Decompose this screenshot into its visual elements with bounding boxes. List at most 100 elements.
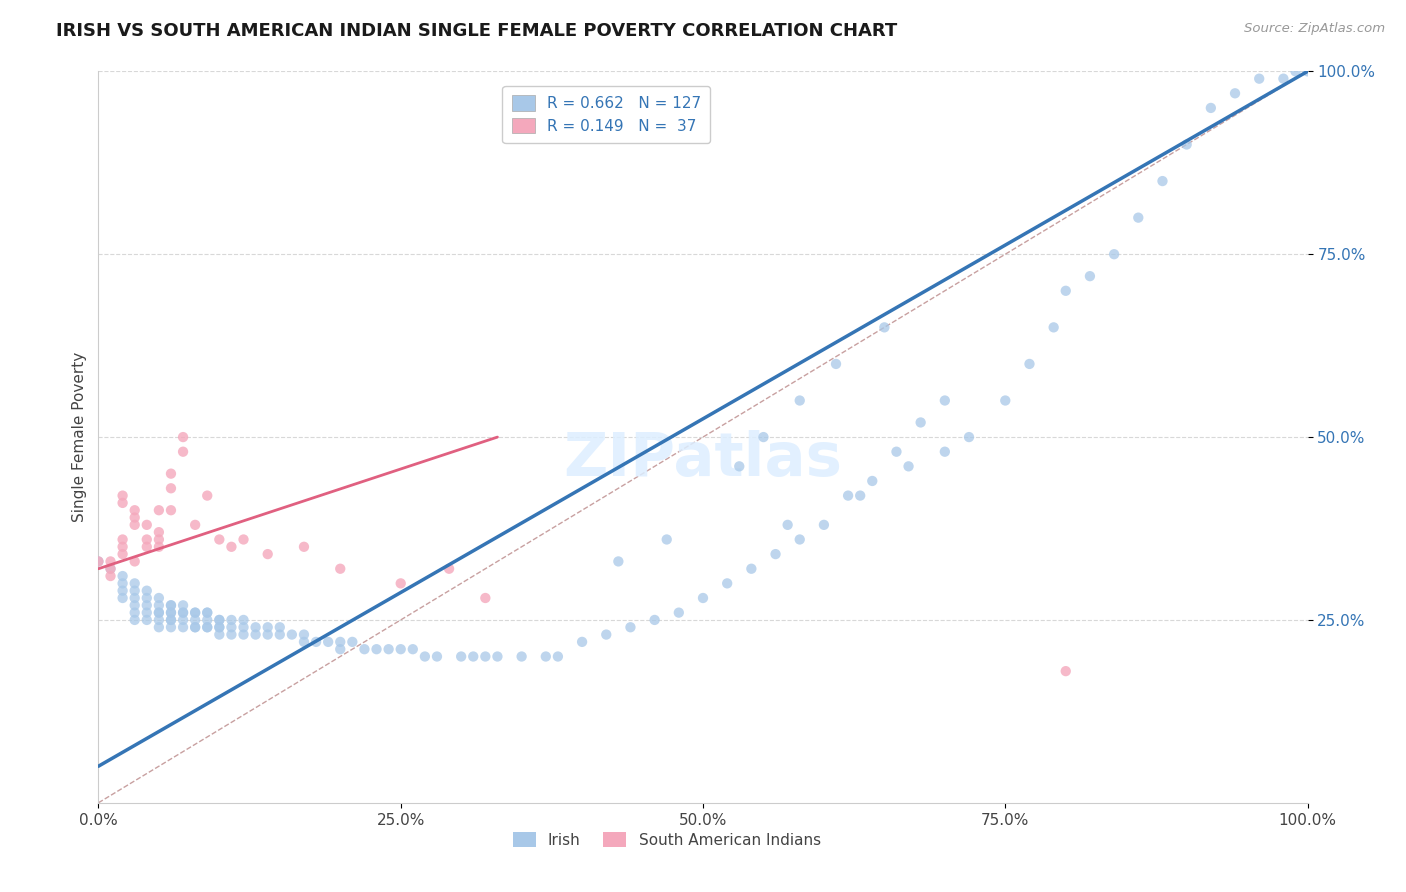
Point <box>910 416 932 430</box>
Point <box>148 620 170 634</box>
Point <box>740 562 762 576</box>
Point <box>728 459 751 474</box>
Point <box>329 642 352 657</box>
Point <box>184 606 207 620</box>
Point <box>1199 101 1222 115</box>
Point <box>111 547 134 561</box>
Point <box>160 467 183 481</box>
Point <box>1102 247 1125 261</box>
Point <box>547 649 569 664</box>
Point <box>256 627 278 641</box>
Legend: Irish, South American Indians: Irish, South American Indians <box>506 825 827 854</box>
Point <box>716 576 738 591</box>
Point <box>111 591 134 605</box>
Point <box>195 620 218 634</box>
Text: IRISH VS SOUTH AMERICAN INDIAN SINGLE FEMALE POVERTY CORRELATION CHART: IRISH VS SOUTH AMERICAN INDIAN SINGLE FE… <box>56 22 897 40</box>
Point <box>184 620 207 634</box>
Point <box>256 547 278 561</box>
Point <box>849 489 872 503</box>
Point <box>1284 64 1306 78</box>
Point <box>208 533 231 547</box>
Point <box>148 503 170 517</box>
Point <box>813 517 835 532</box>
Y-axis label: Single Female Poverty: Single Female Poverty <box>72 352 87 522</box>
Point <box>148 591 170 605</box>
Point <box>292 635 315 649</box>
Point <box>148 540 170 554</box>
Point <box>765 547 787 561</box>
Point <box>111 533 134 547</box>
Point <box>221 620 243 634</box>
Point <box>208 627 231 641</box>
Point <box>124 591 146 605</box>
Point <box>87 554 110 568</box>
Point <box>160 606 183 620</box>
Point <box>789 393 811 408</box>
Point <box>305 635 328 649</box>
Point <box>172 430 194 444</box>
Point <box>111 583 134 598</box>
Point <box>124 510 146 524</box>
Point <box>184 517 207 532</box>
Point <box>124 517 146 532</box>
Point <box>221 627 243 641</box>
Point <box>269 620 291 634</box>
Point <box>148 606 170 620</box>
Point <box>474 591 496 605</box>
Point <box>208 613 231 627</box>
Point <box>1042 320 1064 334</box>
Point <box>100 562 122 576</box>
Point <box>160 481 183 495</box>
Point <box>100 554 122 568</box>
Point <box>1223 87 1246 101</box>
Point <box>1018 357 1040 371</box>
Point <box>256 620 278 634</box>
Point <box>692 591 714 605</box>
Point <box>860 474 883 488</box>
Point <box>329 635 352 649</box>
Point <box>208 620 231 634</box>
Point <box>148 606 170 620</box>
Point <box>269 627 291 641</box>
Point <box>316 635 339 649</box>
Point <box>160 613 183 627</box>
Point <box>1175 137 1198 152</box>
Point <box>1054 284 1077 298</box>
Point <box>111 489 134 503</box>
Point <box>100 562 122 576</box>
Point <box>1249 71 1271 86</box>
Point <box>897 459 920 474</box>
Point <box>994 393 1017 408</box>
Point <box>402 642 425 657</box>
Point <box>135 540 157 554</box>
Point <box>111 540 134 554</box>
Point <box>353 642 375 657</box>
Point <box>111 496 134 510</box>
Point <box>221 540 243 554</box>
Point <box>148 533 170 547</box>
Point <box>124 583 146 598</box>
Point <box>377 642 399 657</box>
Point <box>486 649 509 664</box>
Point <box>148 613 170 627</box>
Point <box>1272 71 1295 86</box>
Point <box>124 606 146 620</box>
Point <box>463 649 485 664</box>
Point <box>160 503 183 517</box>
Point <box>389 642 412 657</box>
Point <box>195 620 218 634</box>
Point <box>135 591 157 605</box>
Point <box>232 613 254 627</box>
Point <box>873 320 896 334</box>
Point <box>366 642 388 657</box>
Point <box>124 599 146 613</box>
Point <box>776 517 799 532</box>
Point <box>886 444 908 458</box>
Point <box>172 606 194 620</box>
Point <box>655 533 678 547</box>
Point <box>668 606 690 620</box>
Point <box>752 430 775 444</box>
Point <box>389 576 412 591</box>
Point <box>111 576 134 591</box>
Point <box>232 533 254 547</box>
